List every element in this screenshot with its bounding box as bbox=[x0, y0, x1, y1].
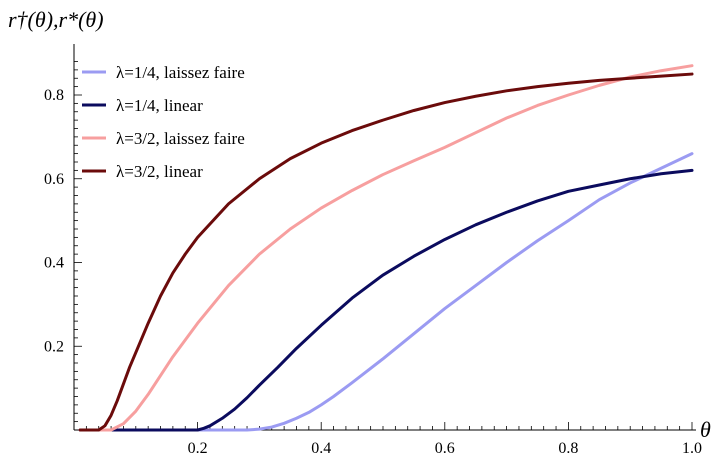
series-line-3 bbox=[78, 64, 694, 432]
x-tick-label: 0.2 bbox=[188, 440, 208, 457]
legend-label: λ=1/4, laissez faire bbox=[116, 63, 245, 82]
y-tick-label: 0.2 bbox=[44, 338, 64, 355]
x-tick-label: 0.8 bbox=[558, 440, 578, 457]
legend-label: λ=3/2, laissez faire bbox=[116, 129, 245, 148]
y-axis-label: r†(θ),r*(θ) bbox=[8, 7, 104, 32]
series-line-4 bbox=[78, 72, 694, 432]
y-tick-label: 0.6 bbox=[44, 171, 64, 188]
x-tick-label: 0.6 bbox=[435, 440, 455, 457]
legend-label: λ=1/4, linear bbox=[116, 96, 203, 115]
y-tick-label: 0.8 bbox=[44, 87, 64, 104]
series-line-1 bbox=[78, 152, 694, 432]
series-layer bbox=[78, 64, 694, 432]
axes: 0.2 0.4 0.6 0.8 1.0 0.2 0.4 0.6 0.8 bbox=[44, 44, 702, 457]
x-axis-label: θ bbox=[700, 417, 711, 442]
series-line-2 bbox=[78, 168, 694, 432]
legend-label: λ=3/2, linear bbox=[116, 162, 203, 181]
y-tick-label: 0.4 bbox=[44, 255, 64, 272]
legend: λ=1/4, laissez faire λ=1/4, linear λ=3/2, … bbox=[82, 63, 245, 181]
x-tick-label: 1.0 bbox=[682, 440, 702, 457]
x-tick-label: 0.4 bbox=[311, 440, 331, 457]
